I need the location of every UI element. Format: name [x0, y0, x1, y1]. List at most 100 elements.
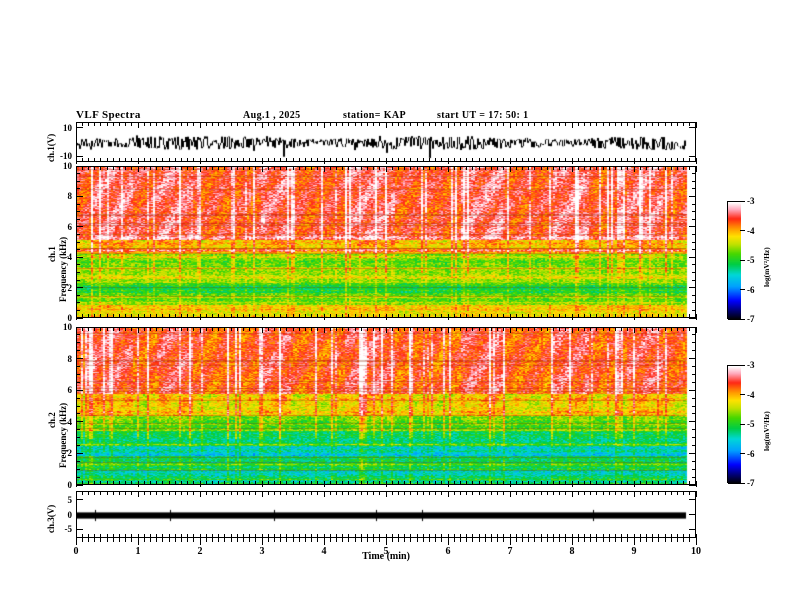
x-minor-tick	[305, 314, 306, 318]
x-minor-tick	[324, 327, 325, 333]
x-minor-tick	[646, 491, 647, 495]
x-minor-tick	[355, 327, 356, 331]
y-minor-tick	[76, 382, 80, 383]
x-minor-tick	[355, 481, 356, 485]
x-minor-tick	[88, 534, 89, 538]
x-minor-tick	[311, 166, 312, 170]
x-minor-tick	[534, 534, 535, 538]
x-minor-tick	[392, 534, 393, 538]
colorbar-tick	[740, 453, 745, 454]
x-minor-tick	[689, 534, 690, 538]
x-minor-tick	[448, 491, 449, 497]
x-minor-tick	[541, 314, 542, 318]
x-minor-tick	[696, 122, 697, 128]
x-minor-tick	[603, 314, 604, 318]
x-minor-tick	[658, 481, 659, 485]
x-minor-tick	[355, 538, 356, 542]
y-minor-tick	[692, 358, 696, 359]
x-minor-tick	[584, 158, 585, 162]
x-minor-tick	[658, 158, 659, 162]
x-minor-tick	[317, 491, 318, 495]
x-minor-tick	[528, 122, 529, 126]
x-minor-tick	[361, 166, 362, 170]
x-minor-tick	[441, 166, 442, 170]
x-minor-tick	[200, 158, 201, 164]
x-minor-tick	[404, 481, 405, 485]
x-minor-tick	[547, 327, 548, 331]
x-minor-tick	[348, 534, 349, 538]
x-minor-tick	[553, 122, 554, 126]
x-minor-tick	[435, 122, 436, 126]
x-minor-tick	[82, 491, 83, 495]
x-minor-tick	[410, 158, 411, 162]
y-minor-tick	[692, 257, 696, 258]
x-minor-tick	[466, 166, 467, 170]
x-minor-tick	[317, 481, 318, 485]
x-minor-tick	[417, 481, 418, 485]
x-minor-tick	[541, 327, 542, 331]
y-tick-label: 8	[67, 191, 73, 202]
x-minor-tick	[224, 491, 225, 495]
y-minor-tick	[76, 272, 80, 273]
ch1-frequency-label-line2: Frequency (kHz)	[58, 236, 68, 302]
x-minor-tick	[324, 534, 325, 540]
x-minor-tick	[677, 122, 678, 126]
y-minor-tick	[76, 477, 80, 478]
x-minor-tick	[243, 534, 244, 538]
y-minor-tick	[692, 295, 696, 296]
x-minor-tick	[286, 327, 287, 331]
x-minor-tick	[274, 534, 275, 538]
x-minor-tick	[516, 122, 517, 126]
x-minor-tick	[603, 122, 604, 126]
colorbar-tick-label: -7	[747, 478, 755, 488]
x-minor-tick	[181, 534, 182, 538]
x-minor-tick	[255, 122, 256, 126]
x-minor-tick	[528, 314, 529, 318]
x-minor-tick	[107, 327, 108, 331]
x-minor-tick	[262, 534, 263, 540]
x-minor-tick	[503, 534, 504, 538]
x-minor-tick	[665, 534, 666, 538]
x-minor-tick	[249, 314, 250, 318]
x-minor-tick	[404, 491, 405, 495]
x-minor-tick	[541, 166, 542, 170]
y-tick	[689, 127, 696, 128]
x-minor-tick	[305, 122, 306, 126]
x-minor-tick	[249, 538, 250, 542]
x-minor-tick	[683, 534, 684, 538]
y-minor-tick	[76, 318, 80, 319]
y-minor-tick	[76, 257, 80, 258]
x-minor-tick	[547, 122, 548, 126]
x-minor-tick	[187, 538, 188, 542]
x-minor-tick	[175, 122, 176, 126]
x-minor-tick	[206, 166, 207, 170]
x-minor-tick	[615, 491, 616, 495]
x-minor-tick	[398, 158, 399, 162]
x-minor-tick	[293, 491, 294, 495]
x-minor-tick	[460, 327, 461, 331]
x-minor-tick	[634, 481, 635, 487]
y-minor-tick	[692, 166, 696, 167]
x-minor-tick	[559, 158, 560, 162]
y-minor-tick	[76, 445, 80, 446]
x-minor-tick	[280, 166, 281, 170]
y-minor-tick	[76, 219, 80, 220]
x-minor-tick	[181, 314, 182, 318]
x-minor-tick	[646, 158, 647, 162]
x-minor-tick	[466, 158, 467, 162]
y-minor-tick	[76, 350, 80, 351]
x-minor-tick	[162, 491, 163, 495]
x-minor-tick	[621, 158, 622, 162]
x-minor-tick	[88, 481, 89, 485]
x-minor-tick	[274, 166, 275, 170]
x-minor-tick	[497, 122, 498, 126]
y-tick-label: 0	[67, 313, 73, 323]
x-minor-tick	[665, 481, 666, 485]
x-minor-tick	[224, 122, 225, 126]
y-tick-label: 0	[67, 509, 73, 520]
x-minor-tick	[336, 158, 337, 162]
x-minor-tick	[435, 327, 436, 331]
x-minor-tick	[627, 534, 628, 538]
x-minor-tick	[423, 491, 424, 495]
